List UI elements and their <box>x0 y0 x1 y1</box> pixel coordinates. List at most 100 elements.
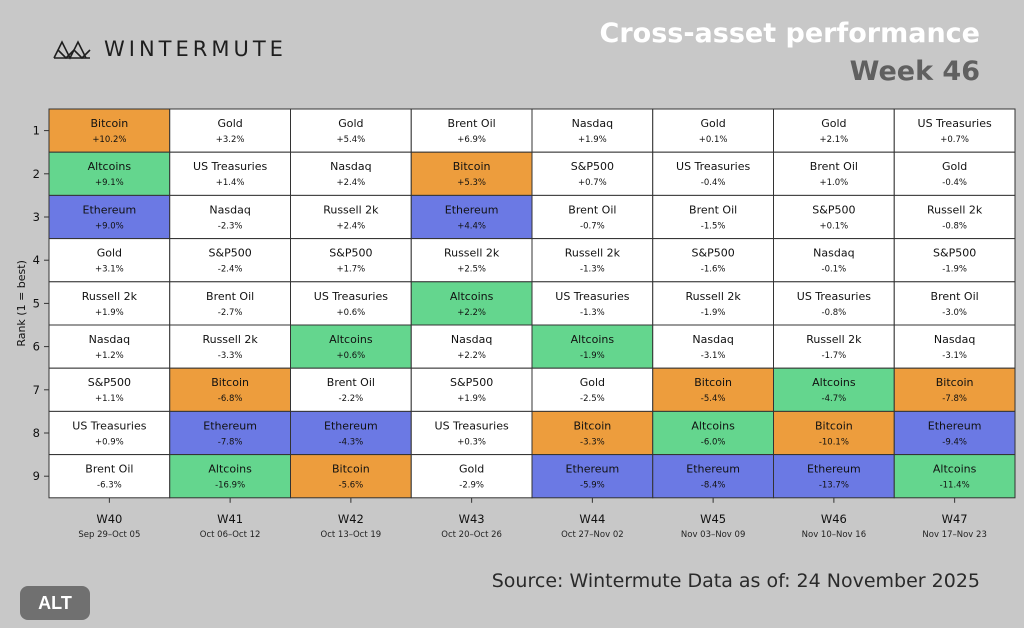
x-tick-label: W44 <box>579 512 605 526</box>
cell-asset: Ethereum <box>203 419 257 432</box>
table-cell <box>652 410 774 456</box>
cell-value: +9.1% <box>95 178 124 188</box>
cell-asset: US Treasuries <box>797 290 871 303</box>
cell-value: +0.9% <box>95 437 124 447</box>
table-cell <box>410 324 533 369</box>
cell-value: +5.3% <box>457 178 486 188</box>
cell-asset: Altcoins <box>933 463 977 476</box>
x-tick-dates: Oct 27–Nov 02 <box>561 530 624 540</box>
cell-value: +0.6% <box>337 351 366 361</box>
cell-value: +2.5% <box>457 265 486 275</box>
cell-value: -4.3% <box>339 437 364 447</box>
table-cell <box>410 194 533 240</box>
x-tick-dates: Oct 13–Oct 19 <box>321 530 382 540</box>
y-axis-label: Rank (1 = best) <box>15 260 28 347</box>
alt-badge[interactable]: ALT <box>20 586 90 620</box>
cell-value: -2.2% <box>339 394 364 404</box>
y-tick-label: 3 <box>33 210 40 224</box>
cell-value: +3.2% <box>216 135 245 145</box>
cell-asset: Gold <box>338 117 363 130</box>
cell-asset: Gold <box>942 160 967 173</box>
table-cell <box>48 454 171 499</box>
cell-value: +2.4% <box>337 221 366 231</box>
cell-value: +2.4% <box>337 178 366 188</box>
cell-value: -4.7% <box>822 394 847 404</box>
table-cell <box>48 108 171 153</box>
cell-value: +1.7% <box>337 265 366 275</box>
table-cell <box>48 194 171 240</box>
y-tick-label: 4 <box>33 253 40 267</box>
table-cell <box>531 108 654 153</box>
cell-value: -5.9% <box>580 481 605 491</box>
table-cell <box>169 324 291 369</box>
cell-value: -2.9% <box>459 481 484 491</box>
x-tick-label: W42 <box>338 512 364 526</box>
cell-value: +0.6% <box>337 308 366 318</box>
table-cell <box>48 281 171 326</box>
cell-asset: Nasdaq <box>572 117 613 130</box>
cell-asset: S&P500 <box>571 160 614 173</box>
cell-asset: US Treasuries <box>435 419 509 432</box>
cell-value: -7.8% <box>218 437 243 447</box>
cell-asset: Russell 2k <box>82 290 138 303</box>
x-tick-label: W43 <box>459 512 485 526</box>
table-cell <box>169 194 291 240</box>
cell-asset: US Treasuries <box>314 290 388 303</box>
cell-asset: US Treasuries <box>193 160 267 173</box>
x-tick-dates: Nov 10–Nov 16 <box>802 530 866 540</box>
cell-value: -2.4% <box>218 265 243 275</box>
cell-asset: Nasdaq <box>934 333 975 346</box>
cell-value: -6.8% <box>218 394 243 404</box>
cell-asset: Altcoins <box>329 333 373 346</box>
table-cell <box>48 151 171 196</box>
cell-value: -0.4% <box>701 178 726 188</box>
table-cell <box>290 410 412 456</box>
table-cell <box>773 367 895 412</box>
table-cell <box>773 281 895 326</box>
cell-value: +6.9% <box>457 135 486 145</box>
table-cell <box>652 194 774 240</box>
cell-value: -6.3% <box>97 481 122 491</box>
cell-value: -3.0% <box>942 308 967 318</box>
cell-asset: Nasdaq <box>813 247 854 260</box>
cell-value: +3.1% <box>95 265 124 275</box>
cell-asset: Brent Oil <box>448 117 496 130</box>
cell-value: -0.4% <box>942 178 967 188</box>
table-cell <box>652 151 774 196</box>
table-cell <box>531 151 654 196</box>
cell-asset: Altcoins <box>88 160 132 173</box>
cell-asset: S&P500 <box>329 247 372 260</box>
cell-asset: Gold <box>217 117 242 130</box>
cell-asset: Brent Oil <box>85 463 133 476</box>
cell-value: +1.1% <box>95 394 124 404</box>
table-cell <box>773 194 895 240</box>
cell-value: -1.9% <box>580 351 605 361</box>
table-cell <box>48 410 171 456</box>
table-cell <box>290 194 412 240</box>
cell-asset: Gold <box>700 117 725 130</box>
cell-asset: S&P500 <box>692 247 735 260</box>
cell-value: +4.4% <box>457 221 486 231</box>
cell-value: -3.3% <box>580 437 605 447</box>
table-cell <box>652 367 774 412</box>
x-tick-label: W45 <box>700 512 726 526</box>
cell-asset: Ethereum <box>324 419 378 432</box>
table-cell <box>410 410 533 456</box>
cell-value: +9.0% <box>95 221 124 231</box>
cell-value: -1.9% <box>701 308 726 318</box>
table-cell <box>773 151 895 196</box>
cell-asset: Nasdaq <box>692 333 733 346</box>
cell-asset: Ethereum <box>445 203 499 216</box>
y-tick-label: 8 <box>33 426 40 440</box>
x-tick-label: W40 <box>96 512 122 526</box>
table-cell <box>290 367 412 412</box>
cell-value: +2.2% <box>457 308 486 318</box>
table-cell <box>169 454 291 499</box>
chart-title: Cross-asset performance <box>599 18 980 49</box>
cell-value: +2.2% <box>457 351 486 361</box>
table-cell <box>893 454 1016 499</box>
cell-asset: Bitcoin <box>91 117 129 130</box>
cell-asset: Russell 2k <box>806 333 862 346</box>
cell-value: -1.3% <box>580 308 605 318</box>
